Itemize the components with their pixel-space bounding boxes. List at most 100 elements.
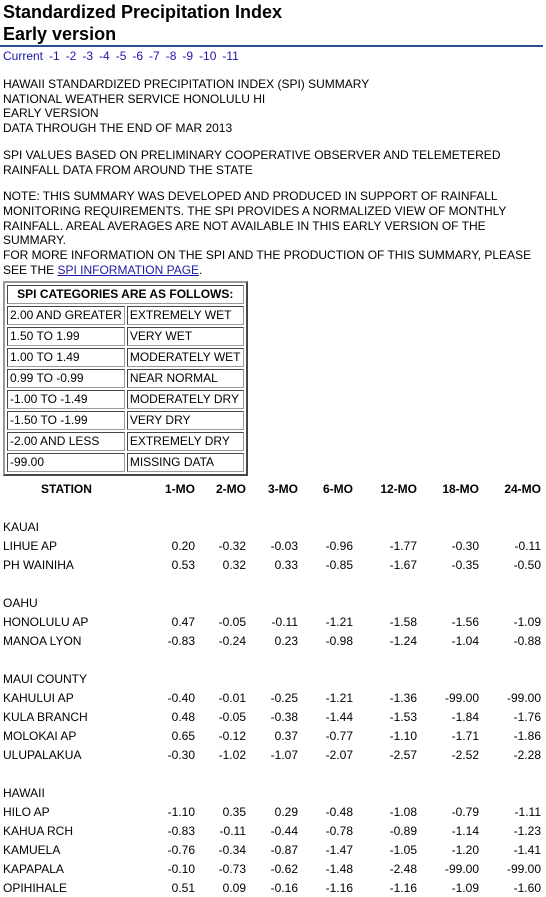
table-row: MANOA LYON -0.83 -0.24 0.23 -0.98 -1.24 -1.04 -…: [0, 631, 541, 650]
spi-value: -0.11: [271, 614, 298, 629]
spi-value: 0.65: [171, 728, 195, 743]
spi-value: -99.00: [506, 861, 541, 876]
spi-value: 0.51: [171, 880, 195, 895]
spacer-row: [0, 650, 541, 669]
category-range: -1.50 TO -1.99: [7, 411, 125, 431]
categories-header: SPI CATEGORIES ARE AS FOLLOWS:: [7, 285, 244, 305]
table-row: LIHUE AP 0.20 -0.32 -0.03 -0.96 -1.77 -0.30 -0.…: [0, 536, 541, 555]
spi-value: -0.62: [270, 861, 298, 876]
spi-value: 0.35: [222, 804, 246, 819]
spi-value: -0.05: [218, 709, 246, 724]
spi-info-link[interactable]: SPI INFORMATION PAGE: [57, 262, 200, 277]
spi-value: -0.24: [218, 633, 246, 648]
nav-link-current[interactable]: Current: [3, 49, 44, 63]
column-header: 18-MO: [442, 482, 479, 497]
spi-value: -0.87: [270, 842, 298, 857]
table-row: KAMUELA -0.76 -0.34 -0.87 -1.47 -1.05 -1.20 -1.…: [0, 840, 541, 859]
region-name: MAUI COUNTY: [3, 671, 87, 686]
spi-value: -1.10: [389, 728, 417, 743]
category-range: -99.00: [7, 453, 125, 473]
spi-value: -1.86: [513, 728, 541, 743]
table-row: OPIHIHALE 0.51 0.09 -0.16 -1.16 -1.16 -1.09 -1.…: [0, 878, 541, 897]
nav-link-month[interactable]: -10: [199, 49, 217, 63]
spi-value: -0.78: [325, 823, 353, 838]
category-row: -1.50 TO -1.99 VERY DRY: [7, 411, 244, 431]
spi-value: -1.77: [389, 538, 417, 553]
intro-line: NATIONAL WEATHER SERVICE HONOLULU HI: [3, 91, 266, 106]
region-row: KAUAI: [0, 517, 541, 536]
nav-link-month[interactable]: -1: [49, 49, 60, 63]
station-name: HILO AP: [3, 804, 50, 819]
month-nav: Current -1 -2 -3 -4 -5 -6 -7 -8 -9 -10 -11: [3, 49, 546, 63]
spi-value: 0.53: [171, 557, 195, 572]
spi-value: -99.00: [444, 861, 479, 876]
spi-value: -0.25: [270, 690, 298, 705]
spi-value: -0.30: [167, 747, 195, 762]
table-row: HILO AP -1.10 0.35 0.29 -0.48 -1.08 -0.79 -1.11: [0, 802, 541, 821]
nav-link-month[interactable]: -11: [222, 49, 239, 63]
nav-link-month[interactable]: -3: [82, 49, 94, 63]
categories-table: SPI CATEGORIES ARE AS FOLLOWS: 2.00 AND …: [3, 281, 248, 477]
nav-link-month[interactable]: -5: [115, 49, 127, 63]
spi-value: -1.21: [325, 690, 353, 705]
station-name: KAPAPALA: [3, 861, 64, 876]
category-label: NEAR NORMAL: [126, 369, 244, 389]
spi-value: -0.44: [270, 823, 298, 838]
spi-value: -1.67: [389, 557, 417, 572]
region-row: HAWAII: [0, 783, 541, 802]
station-name: MOLOKAI AP: [3, 728, 77, 743]
title-divider: [0, 45, 543, 47]
note-line: SEE THE SPI INFORMATION PAGE.: [3, 263, 546, 278]
nav-link-month[interactable]: -9: [182, 49, 194, 63]
intro-line: DATA THROUGH THE END OF MAR 2013: [3, 121, 233, 136]
spi-value: -1.41: [513, 842, 541, 857]
station-name: LIHUE AP: [3, 538, 58, 553]
spi-value: 0.47: [171, 614, 195, 629]
spi-value: -0.48: [325, 804, 353, 819]
spi-table: STATION 1-MO 2-MO 3-MO 6-MO 12-MO 18-MO 24-MO K…: [0, 480, 541, 897]
note-line: MONITORING REQUIREMENTS. THE SPI PROVIDE…: [3, 203, 507, 218]
region-row: OAHU: [0, 593, 541, 612]
column-header: STATION: [41, 482, 92, 497]
spi-value: 0.48: [171, 709, 195, 724]
station-name: KAHUA RCH: [3, 823, 74, 838]
spi-value: -2.48: [389, 861, 417, 876]
column-header: 24-MO: [504, 482, 541, 497]
table-row: MOLOKAI AP 0.65 -0.12 0.37 -0.77 -1.10 -1.71 -1…: [0, 726, 541, 745]
nav-link-month[interactable]: -4: [99, 49, 110, 63]
spi-value: -1.02: [218, 747, 246, 762]
spi-value: -1.07: [270, 747, 298, 762]
spi-value: -99.00: [506, 690, 541, 705]
spi-value: -1.56: [451, 614, 479, 629]
column-header: 12-MO: [380, 482, 417, 497]
category-row: -1.00 TO -1.49 MODERATELY DRY: [7, 390, 244, 410]
title-line-1: Standardized Precipitation Index: [3, 2, 283, 22]
spi-value: -0.32: [218, 538, 246, 553]
spi-value: -1.53: [389, 709, 417, 724]
note-suffix: .: [199, 262, 203, 277]
spi-value: 0.09: [222, 880, 246, 895]
intro-block: HAWAII STANDARDIZED PRECIPITATION INDEX …: [3, 77, 546, 136]
spi-value: -0.34: [218, 842, 246, 857]
spi-value: -0.79: [451, 804, 479, 819]
spi-value: -1.36: [389, 690, 417, 705]
spi-value: 0.32: [222, 557, 246, 572]
spi-value: -0.89: [389, 823, 417, 838]
spi-value: -0.38: [270, 709, 298, 724]
nav-link-month[interactable]: -2: [65, 49, 77, 63]
spi-value: -1.23: [513, 823, 541, 838]
spi-value: -1.11: [514, 804, 541, 819]
nav-link-month[interactable]: -8: [165, 49, 177, 63]
table-row: HONOLULU AP 0.47 -0.05 -0.11 -1.21 -1.58 -1.56…: [0, 612, 541, 631]
page-title: Standardized Precipitation Index Early v…: [0, 2, 546, 44]
spi-value: 0.37: [274, 728, 298, 743]
spi-value: 0.33: [274, 557, 298, 572]
nav-link-month[interactable]: -6: [132, 49, 144, 63]
spi-value: -1.60: [513, 880, 541, 895]
spi-value: -1.04: [451, 633, 479, 648]
region-row: MAUI COUNTY: [0, 669, 541, 688]
category-label: MODERATELY DRY: [126, 390, 244, 410]
spi-value: -0.11: [219, 823, 246, 838]
category-range: -2.00 AND LESS: [7, 432, 125, 452]
nav-link-month[interactable]: -7: [149, 49, 160, 63]
